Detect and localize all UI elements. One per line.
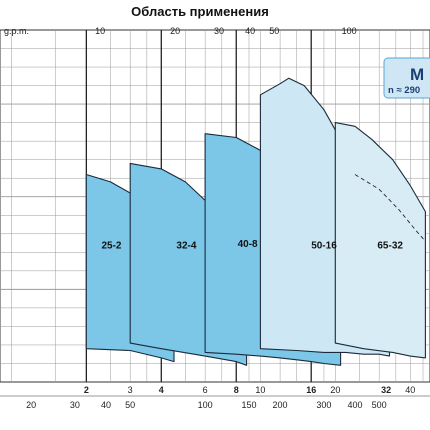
top-axis-tick-label: 30 [214,26,224,36]
chart-title: Область применения [131,4,269,19]
bottom-axis2-tick-label: 200 [273,400,288,410]
bottom-axis-tick-label: 8 [234,385,239,395]
series-areas [85,77,426,366]
bottom-axis-tick-label: 3 [128,385,133,395]
top-axis-tick-label: 40 [245,26,255,36]
badge-speed: n ≈ 290 [388,85,420,96]
bottom-axis-tick-label: 40 [405,385,415,395]
bottom-axis-tick-label: 10 [255,385,265,395]
bottom-axis2-tick-label: 300 [316,400,331,410]
bottom-axis2-tick-label: 30 [70,400,80,410]
bottom-axis-tick-label: 2 [84,385,89,395]
bottom-axis2-tick-label: 50 [125,400,135,410]
bottom-axis2-tick-label: 40 [101,400,111,410]
series-label: 65-32 [377,241,403,252]
bottom-axis2-tick-label: 20 [26,400,36,410]
bottom-axis2-tick-label: 400 [348,400,363,410]
top-axis-tick-label: 10 [95,26,105,36]
axes: g.p.m. 10 20 30 40 50 100 2 3 4 6 8 10 16 20 32 40 20 30 40… [0,26,430,410]
top-axis-tick-label: 20 [170,26,180,36]
series-label: 40-8 [238,239,258,250]
series-label: 32-4 [176,241,196,252]
series-labels: 25-2 32-4 40-8 50-16 65-32 [101,239,403,252]
top-axis-tick-label: g.p.m. [4,26,29,36]
series-label: 25-2 [101,241,121,252]
bottom-axis-tick-label: 20 [330,385,340,395]
bottom-axis-tick-label: 6 [203,385,208,395]
model-badge: M n ≈ 290 [383,57,430,99]
series-label: 50-16 [311,241,337,252]
bottom-axis2-tick-label: 100 [198,400,213,410]
top-axis-tick-label: 50 [269,26,279,36]
dashed-curve-65-32 [354,174,426,242]
bottom-axis2-tick-label: 150 [241,400,256,410]
area-65-32 [334,122,426,359]
top-axis-tick-label: 100 [342,26,357,36]
bottom-axis2-tick-label: 500 [372,400,387,410]
bottom-axis-tick-label: 16 [306,385,316,395]
bottom-axis-tick-label: 32 [381,385,391,395]
badge-model: M [410,65,424,84]
bottom-axis-tick-label: 4 [159,385,164,395]
